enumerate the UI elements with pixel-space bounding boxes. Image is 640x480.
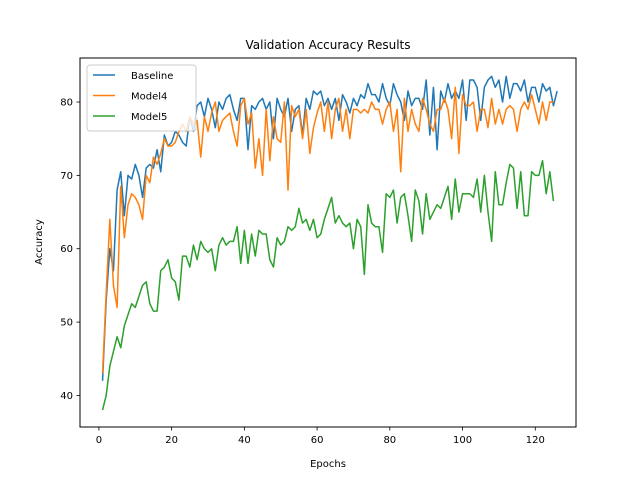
axes-frame (79, 57, 577, 428)
x-tick-label: 80 (383, 435, 396, 446)
x-tick-label: 60 (311, 435, 324, 446)
x-axis-label: Epochs (310, 459, 346, 470)
chart-title: Validation Accuracy Results (246, 38, 411, 52)
x-tick-label: 120 (526, 435, 545, 446)
legend-label-model4: Model4 (131, 92, 167, 103)
x-tick-label: 0 (96, 435, 102, 446)
y-tick-label: 50 (60, 318, 73, 329)
y-tick-label: 60 (60, 244, 73, 255)
y-axis: 40 50 60 70 80 (60, 98, 80, 402)
y-axis-label: Accuracy (34, 219, 45, 265)
x-axis: 0 20 40 60 80 100 120 (96, 427, 545, 446)
legend-label-baseline: Baseline (131, 71, 173, 82)
series-line-model4 (101, 86, 554, 374)
series-line-model5 (101, 159, 555, 411)
plot-area (101, 75, 558, 411)
legend-box (86, 64, 197, 132)
x-tick-label: 100 (453, 435, 472, 446)
legend: Baseline Model4 Model5 (86, 64, 197, 132)
y-tick-label: 70 (60, 171, 73, 182)
legend-label-model5: Model5 (131, 112, 167, 123)
y-tick-label: 80 (60, 98, 73, 109)
x-tick-label: 40 (238, 435, 251, 446)
x-tick-label: 20 (165, 435, 178, 446)
y-tick-label: 40 (60, 391, 73, 402)
